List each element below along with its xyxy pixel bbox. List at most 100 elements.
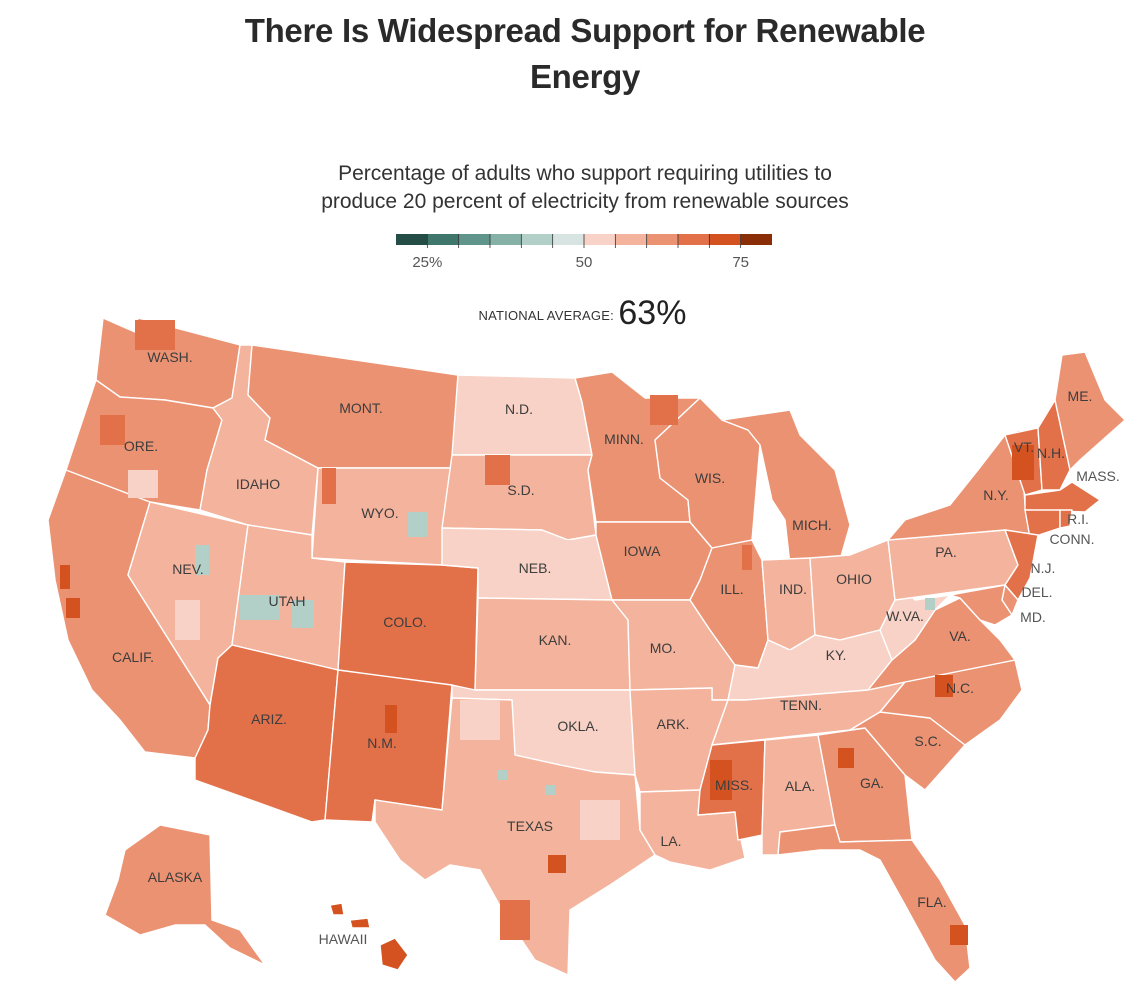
state-label-oh: OHIO [836, 571, 872, 587]
state-label-az: ARIZ. [251, 711, 287, 727]
county-patch [650, 395, 678, 425]
state-label-tn: TENN. [780, 697, 822, 713]
chart-title-line: There Is Widespread Support for Renewabl… [244, 12, 926, 95]
subtitle-line-1: Percentage of adults who support requiri… [338, 162, 832, 185]
state-label-de: DEL. [1021, 584, 1052, 600]
county-patch [292, 600, 314, 628]
state-texas [374, 697, 656, 976]
county-patch [60, 565, 70, 589]
legend-swatch [489, 234, 522, 245]
state-label-va: VA. [949, 628, 971, 644]
state-label-ct: CONN. [1049, 531, 1094, 547]
legend-label: 75 [732, 254, 749, 271]
state-label-il: ILL. [720, 581, 743, 597]
state-label-ms: MISS. [715, 777, 753, 793]
state-label-wa: WASH. [147, 349, 192, 365]
legend-ticks [426, 234, 742, 248]
county-patch [742, 545, 752, 570]
county-patch [460, 700, 500, 740]
state-new-hampshire [1037, 399, 1071, 491]
state-label-id: IDAHO [236, 476, 280, 492]
state-label-mi: MICH. [792, 517, 832, 533]
state-label-ks: KAN. [539, 632, 572, 648]
county-patch [500, 900, 530, 940]
state-alaska [104, 824, 266, 966]
state-label-fl: FLA. [917, 894, 947, 910]
state-label-in: IND. [779, 581, 807, 597]
state-label-nm: N.M. [367, 735, 397, 751]
state-label-ia: IOWA [624, 543, 661, 559]
state-label-sd: S.D. [507, 482, 534, 498]
state-hawaii [329, 902, 409, 971]
state-label-ar: ARK. [657, 716, 690, 732]
county-patch [770, 650, 830, 678]
legend-label: 25% [412, 254, 443, 271]
state-label-hi: HAWAII [319, 931, 368, 947]
county-patch [485, 455, 510, 485]
state-label-co: COLO. [383, 614, 427, 630]
chart-title: There Is Widespread Support for Renewabl… [0, 8, 1147, 100]
legend-color-bar [396, 234, 772, 245]
state-label-nh: N.H. [1037, 445, 1065, 461]
state-label-or: ORE. [124, 438, 158, 454]
state-label-ky: KY. [826, 647, 847, 663]
state-iowa [595, 521, 713, 601]
legend-swatch [615, 234, 647, 245]
state-label-nc: N.C. [946, 680, 974, 696]
state-label-wv: W.VA. [886, 608, 924, 624]
county-patch [250, 665, 290, 695]
legend-labels: 25% 50 75 [396, 254, 772, 272]
county-patch [408, 512, 428, 537]
legend-swatch [677, 234, 710, 245]
state-label-me: ME. [1068, 388, 1093, 404]
county-patch [175, 600, 200, 640]
county-patch [540, 540, 585, 580]
state-maine [1054, 351, 1126, 471]
state-label-ca: CALIF. [112, 649, 154, 665]
state-label-mn: MINN. [604, 431, 644, 447]
county-patch [195, 545, 209, 575]
state-label-ok: OKLA. [557, 718, 598, 734]
legend-swatch [552, 234, 584, 245]
state-label-mt: MONT. [339, 400, 383, 416]
legend-swatch [583, 234, 616, 245]
legend-swatch [458, 234, 490, 245]
county-patch [100, 415, 125, 445]
county-patch [128, 470, 158, 498]
county-patch [950, 925, 968, 945]
state-label-md: MD. [1020, 609, 1046, 625]
state-label-ma: MASS. [1076, 468, 1120, 484]
national-average: NATIONAL AVERAGE: 63% [0, 294, 1147, 333]
chart-subtitle: Percentage of adults who support requiri… [0, 160, 1147, 216]
county-patch [498, 770, 508, 780]
state-label-al: ALA. [785, 778, 815, 794]
county-patch [935, 675, 953, 697]
legend-swatch [521, 234, 553, 245]
legend-swatch [646, 234, 678, 245]
state-label-ne: NEB. [519, 560, 552, 576]
state-label-wy: WYO. [361, 505, 398, 521]
state-label-la: LA. [660, 833, 681, 849]
national-average-value: 63% [618, 294, 687, 332]
state-label-ut: UTAH [268, 593, 305, 609]
state-label-nj: N.J. [1031, 560, 1056, 576]
state-label-pa: PA. [935, 544, 957, 560]
legend-swatch [427, 234, 459, 245]
state-rhode-island [1059, 509, 1073, 529]
legend-swatch [396, 234, 428, 245]
state-label-nd: N.D. [505, 401, 533, 417]
state-label-vt: VT. [1014, 439, 1034, 455]
county-patch [838, 748, 854, 768]
state-label-wi: WIS. [695, 470, 725, 486]
state-label-mo: MO. [650, 640, 676, 656]
county-patch [710, 760, 732, 800]
county-patch [385, 705, 397, 733]
legend-swatch [740, 234, 772, 245]
county-patch [240, 595, 280, 620]
subtitle-line-2: produce 20 percent of electricity from r… [321, 190, 849, 213]
county-patch [66, 598, 80, 618]
state-label-tx: TEXAS [507, 818, 553, 834]
state-label-ga: GA. [860, 775, 884, 791]
legend-label: 50 [575, 254, 593, 271]
national-average-label: NATIONAL AVERAGE: [478, 308, 614, 323]
